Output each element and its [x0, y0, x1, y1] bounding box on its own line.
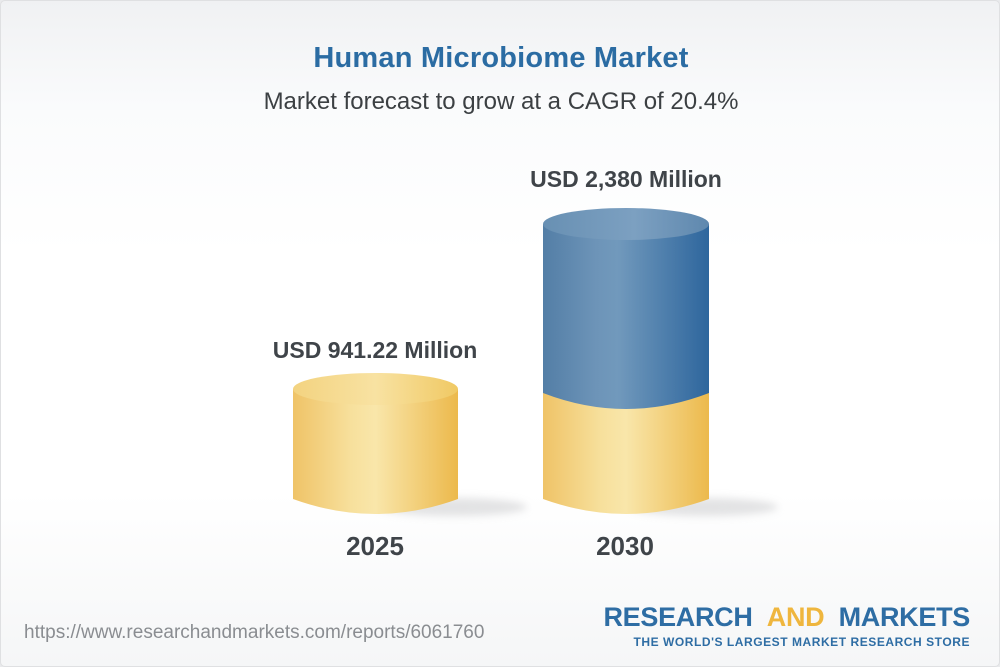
cylinder-2025 — [293, 373, 458, 514]
logo-word-and: AND — [766, 602, 825, 632]
cylinder-2030-top — [543, 208, 709, 240]
cylinder-2030-growth-segment — [543, 224, 709, 409]
cylinder-2030-base-segment — [543, 387, 709, 514]
report-url: https://www.researchandmarkets.com/repor… — [24, 622, 485, 643]
logo-tagline: THE WORLD'S LARGEST MARKET RESEARCH STOR… — [633, 635, 970, 649]
page-title: Human Microbiome Market — [313, 42, 689, 74]
value-label-2025: USD 941.22 Million — [272, 337, 478, 363]
logo-wordmark: RESEARCH AND MARKETS — [603, 602, 970, 633]
research-and-markets-logo: RESEARCH AND MARKETS THE WORLD'S LARGEST… — [603, 602, 970, 649]
logo-word-research: RESEARCH — [603, 602, 753, 632]
category-label-2025: 2025 — [346, 531, 404, 561]
value-label-2030: USD 2,380 Million — [530, 166, 722, 192]
category-label-2030: 2030 — [596, 531, 654, 561]
cylinder-2030 — [543, 208, 709, 514]
logo-word-markets: MARKETS — [838, 602, 971, 632]
page-subtitle: Market forecast to grow at a CAGR of 20.… — [263, 88, 739, 115]
